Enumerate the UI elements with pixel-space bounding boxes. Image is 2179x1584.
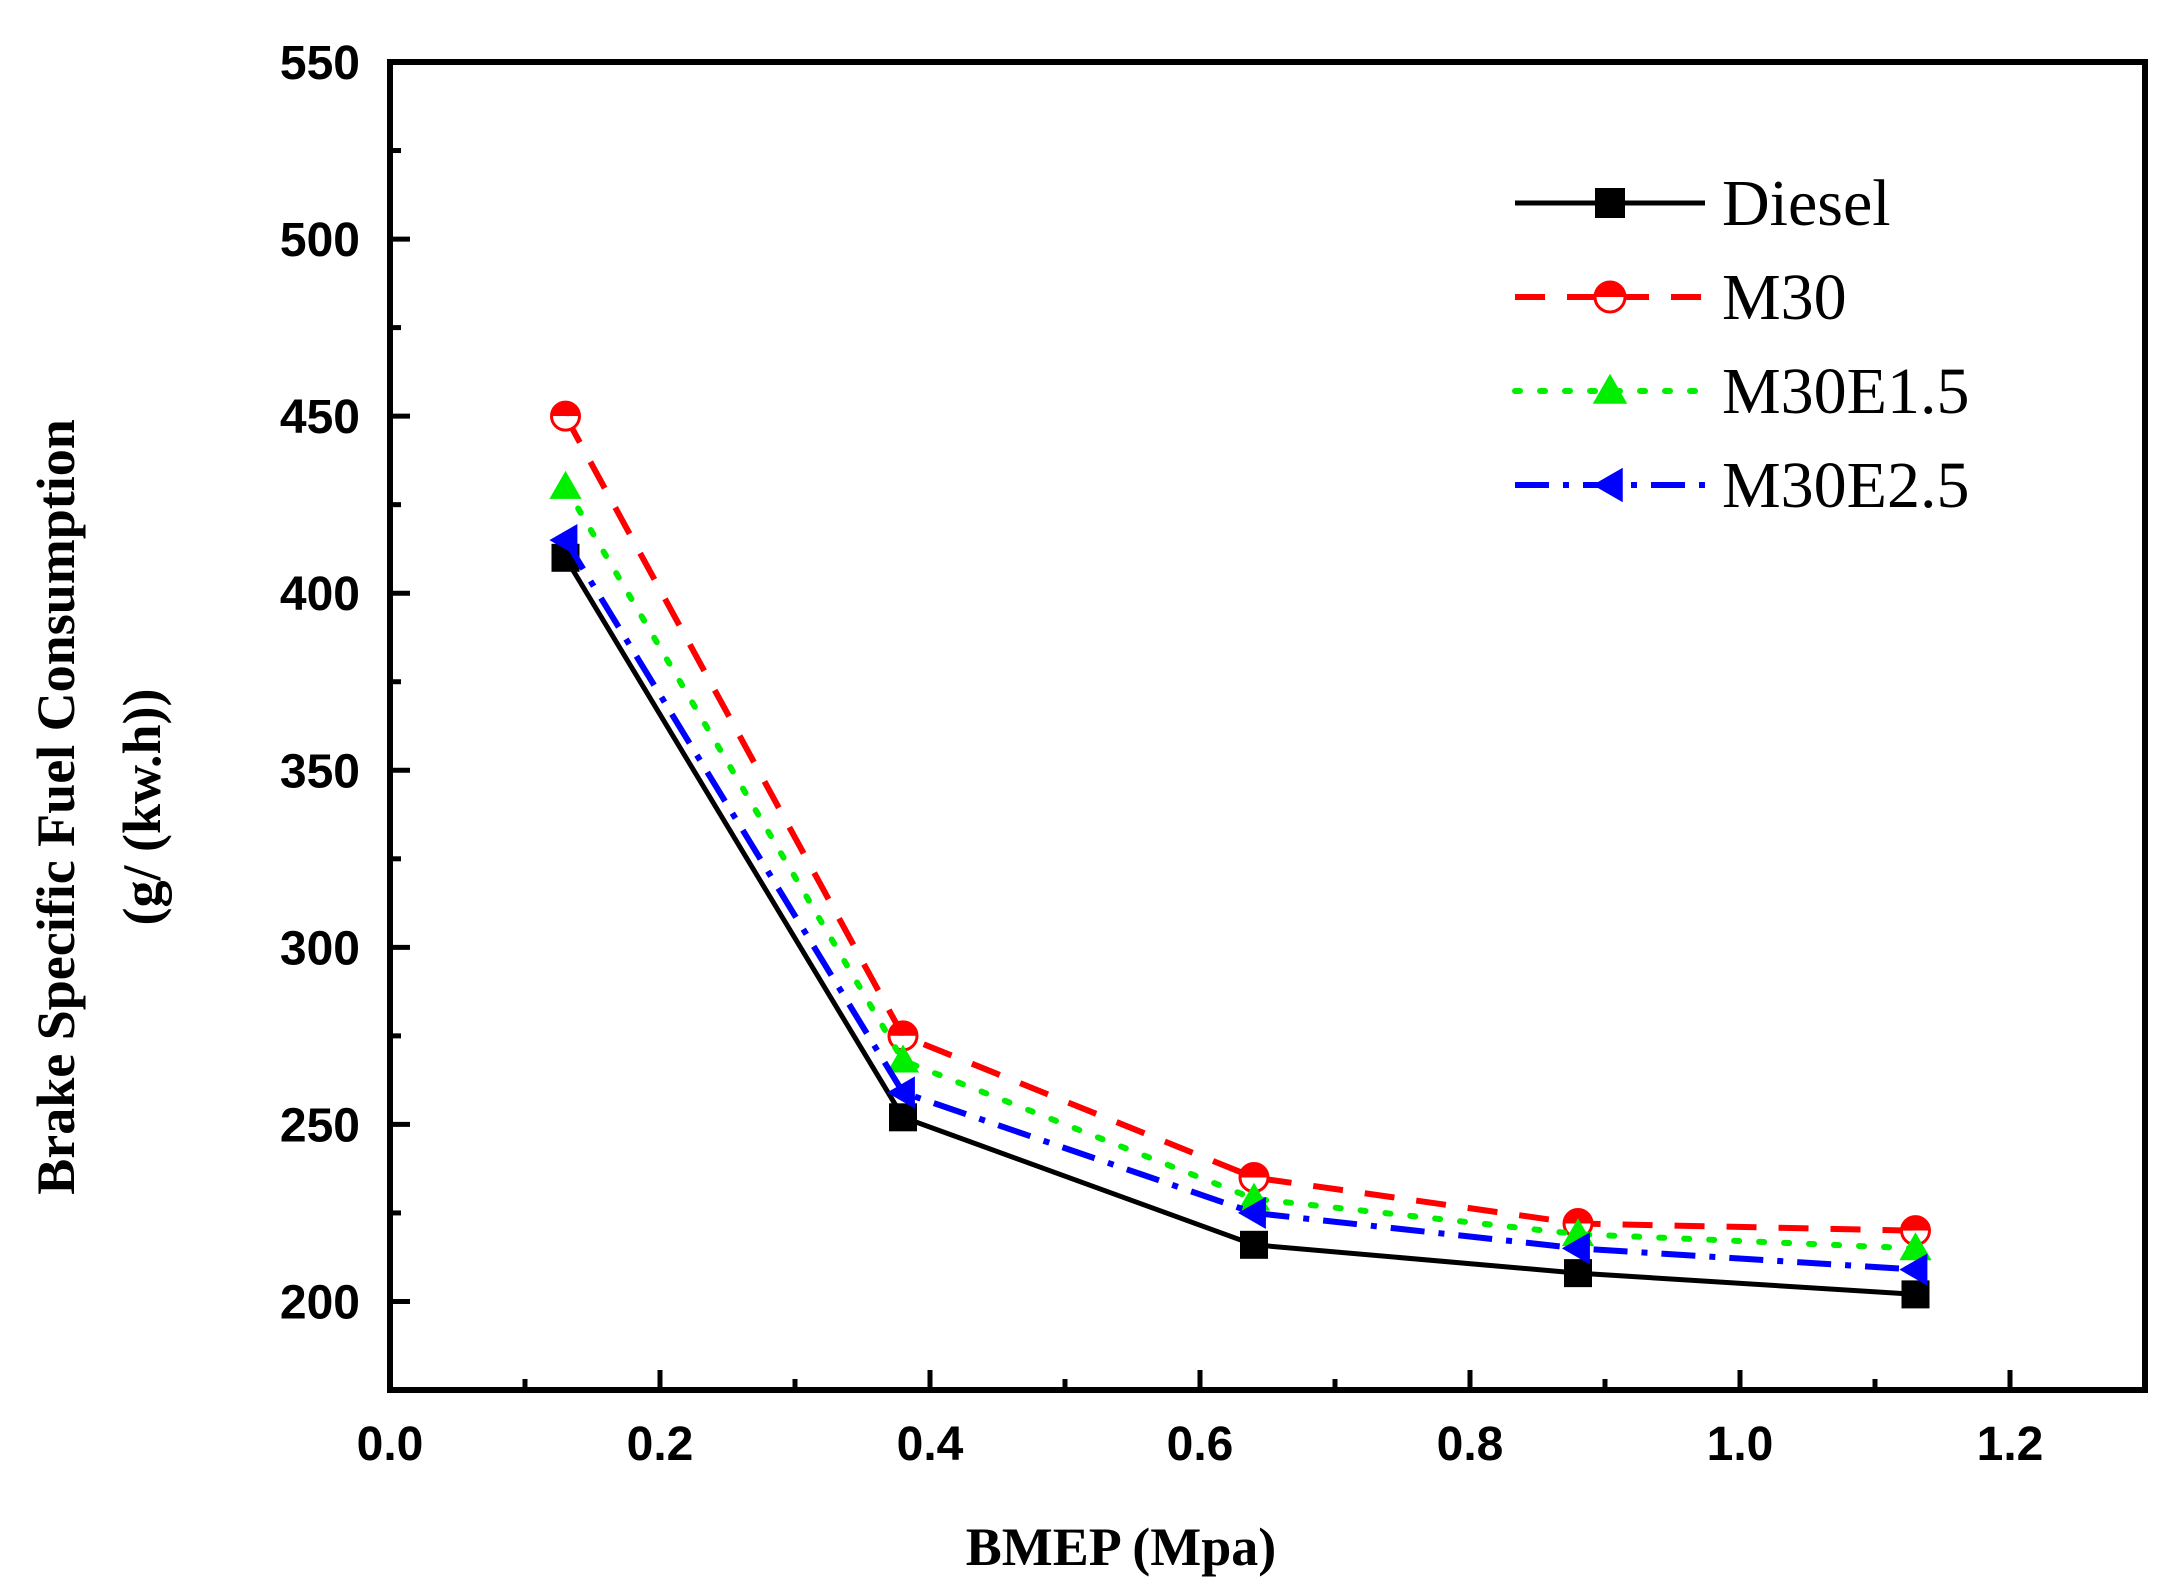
data-point [549, 523, 578, 557]
series-M30E1.5 [549, 470, 1932, 1261]
legend-marker [1592, 373, 1628, 404]
data-point [550, 400, 581, 432]
legend-entry: Diesel [1515, 167, 1891, 240]
series-line [562, 538, 1916, 1273]
series-line [562, 483, 1919, 1252]
series-M30 [550, 400, 1931, 1247]
data-point [889, 1103, 917, 1132]
legend-entry: M30 [1515, 261, 1847, 334]
y-tick-label: 450 [280, 391, 360, 444]
data-point [886, 1076, 915, 1109]
y-axis-title-line1: Brake Specific Fuel Consumption [26, 419, 86, 1195]
legend-marker [1595, 188, 1625, 218]
y-axis-title-line2: (g/ (kw.h)) [112, 688, 172, 925]
data-point [1901, 1280, 1930, 1309]
axes-group: 0.0 0.2 0.4 0.6 0.8 1.0 1.2 200 250 300 350 400 450 5… [280, 37, 2148, 1471]
data-point [1237, 1196, 1266, 1230]
x-tick-label: 1.2 [1977, 1418, 2044, 1471]
legend-entry: M30E2.5 [1515, 449, 1970, 522]
data-point [886, 1044, 920, 1073]
y-tick-label: 350 [280, 745, 360, 798]
legend-label: Diesel [1722, 167, 1891, 240]
series-line [562, 414, 1916, 1234]
plot-frame [387, 59, 2148, 1393]
data-point [1899, 1253, 1928, 1286]
x-tick-label: 1.0 [1707, 1418, 1774, 1471]
series-group [549, 400, 1932, 1309]
legend-entry: M30E1.5 [1512, 355, 1970, 428]
data-point [1564, 1259, 1592, 1288]
x-tick-label: 0.4 [897, 1418, 964, 1471]
data-point [549, 470, 582, 499]
y-tick-label: 300 [280, 922, 360, 975]
data-point [1240, 1230, 1268, 1259]
y-tick-label: 400 [280, 568, 360, 621]
legend: Diesel M30 M30E1.5 M30E2.5 [1512, 167, 1970, 522]
x-tick-label: 0.2 [627, 1418, 694, 1471]
series-M30E2.5 [549, 523, 1928, 1286]
x-axis-title: BMEP (Mpa) [966, 1517, 1276, 1577]
marker-outline [550, 400, 581, 432]
data-point [1899, 1232, 1932, 1261]
legend-label: M30E2.5 [1722, 449, 1970, 522]
marker-top-half [1595, 282, 1625, 297]
y-tick-label: 200 [280, 1276, 360, 1329]
x-tick-label: 0.6 [1167, 1418, 1234, 1471]
legend-marker [1592, 467, 1623, 503]
y-tick-label: 550 [280, 37, 360, 90]
x-tick-label: 0.0 [357, 1418, 424, 1471]
marker-outline [1593, 280, 1627, 314]
legend-label: M30E1.5 [1722, 355, 1970, 428]
marker-bottom-half [1595, 297, 1625, 312]
legend-label: M30 [1722, 261, 1847, 334]
y-tick-label: 250 [280, 1099, 360, 1152]
legend-marker [1593, 280, 1627, 314]
y-tick-label: 500 [280, 214, 360, 267]
data-point [1238, 1162, 1270, 1194]
x-tick-label: 0.8 [1437, 1418, 1504, 1471]
data-point [1561, 1232, 1590, 1265]
